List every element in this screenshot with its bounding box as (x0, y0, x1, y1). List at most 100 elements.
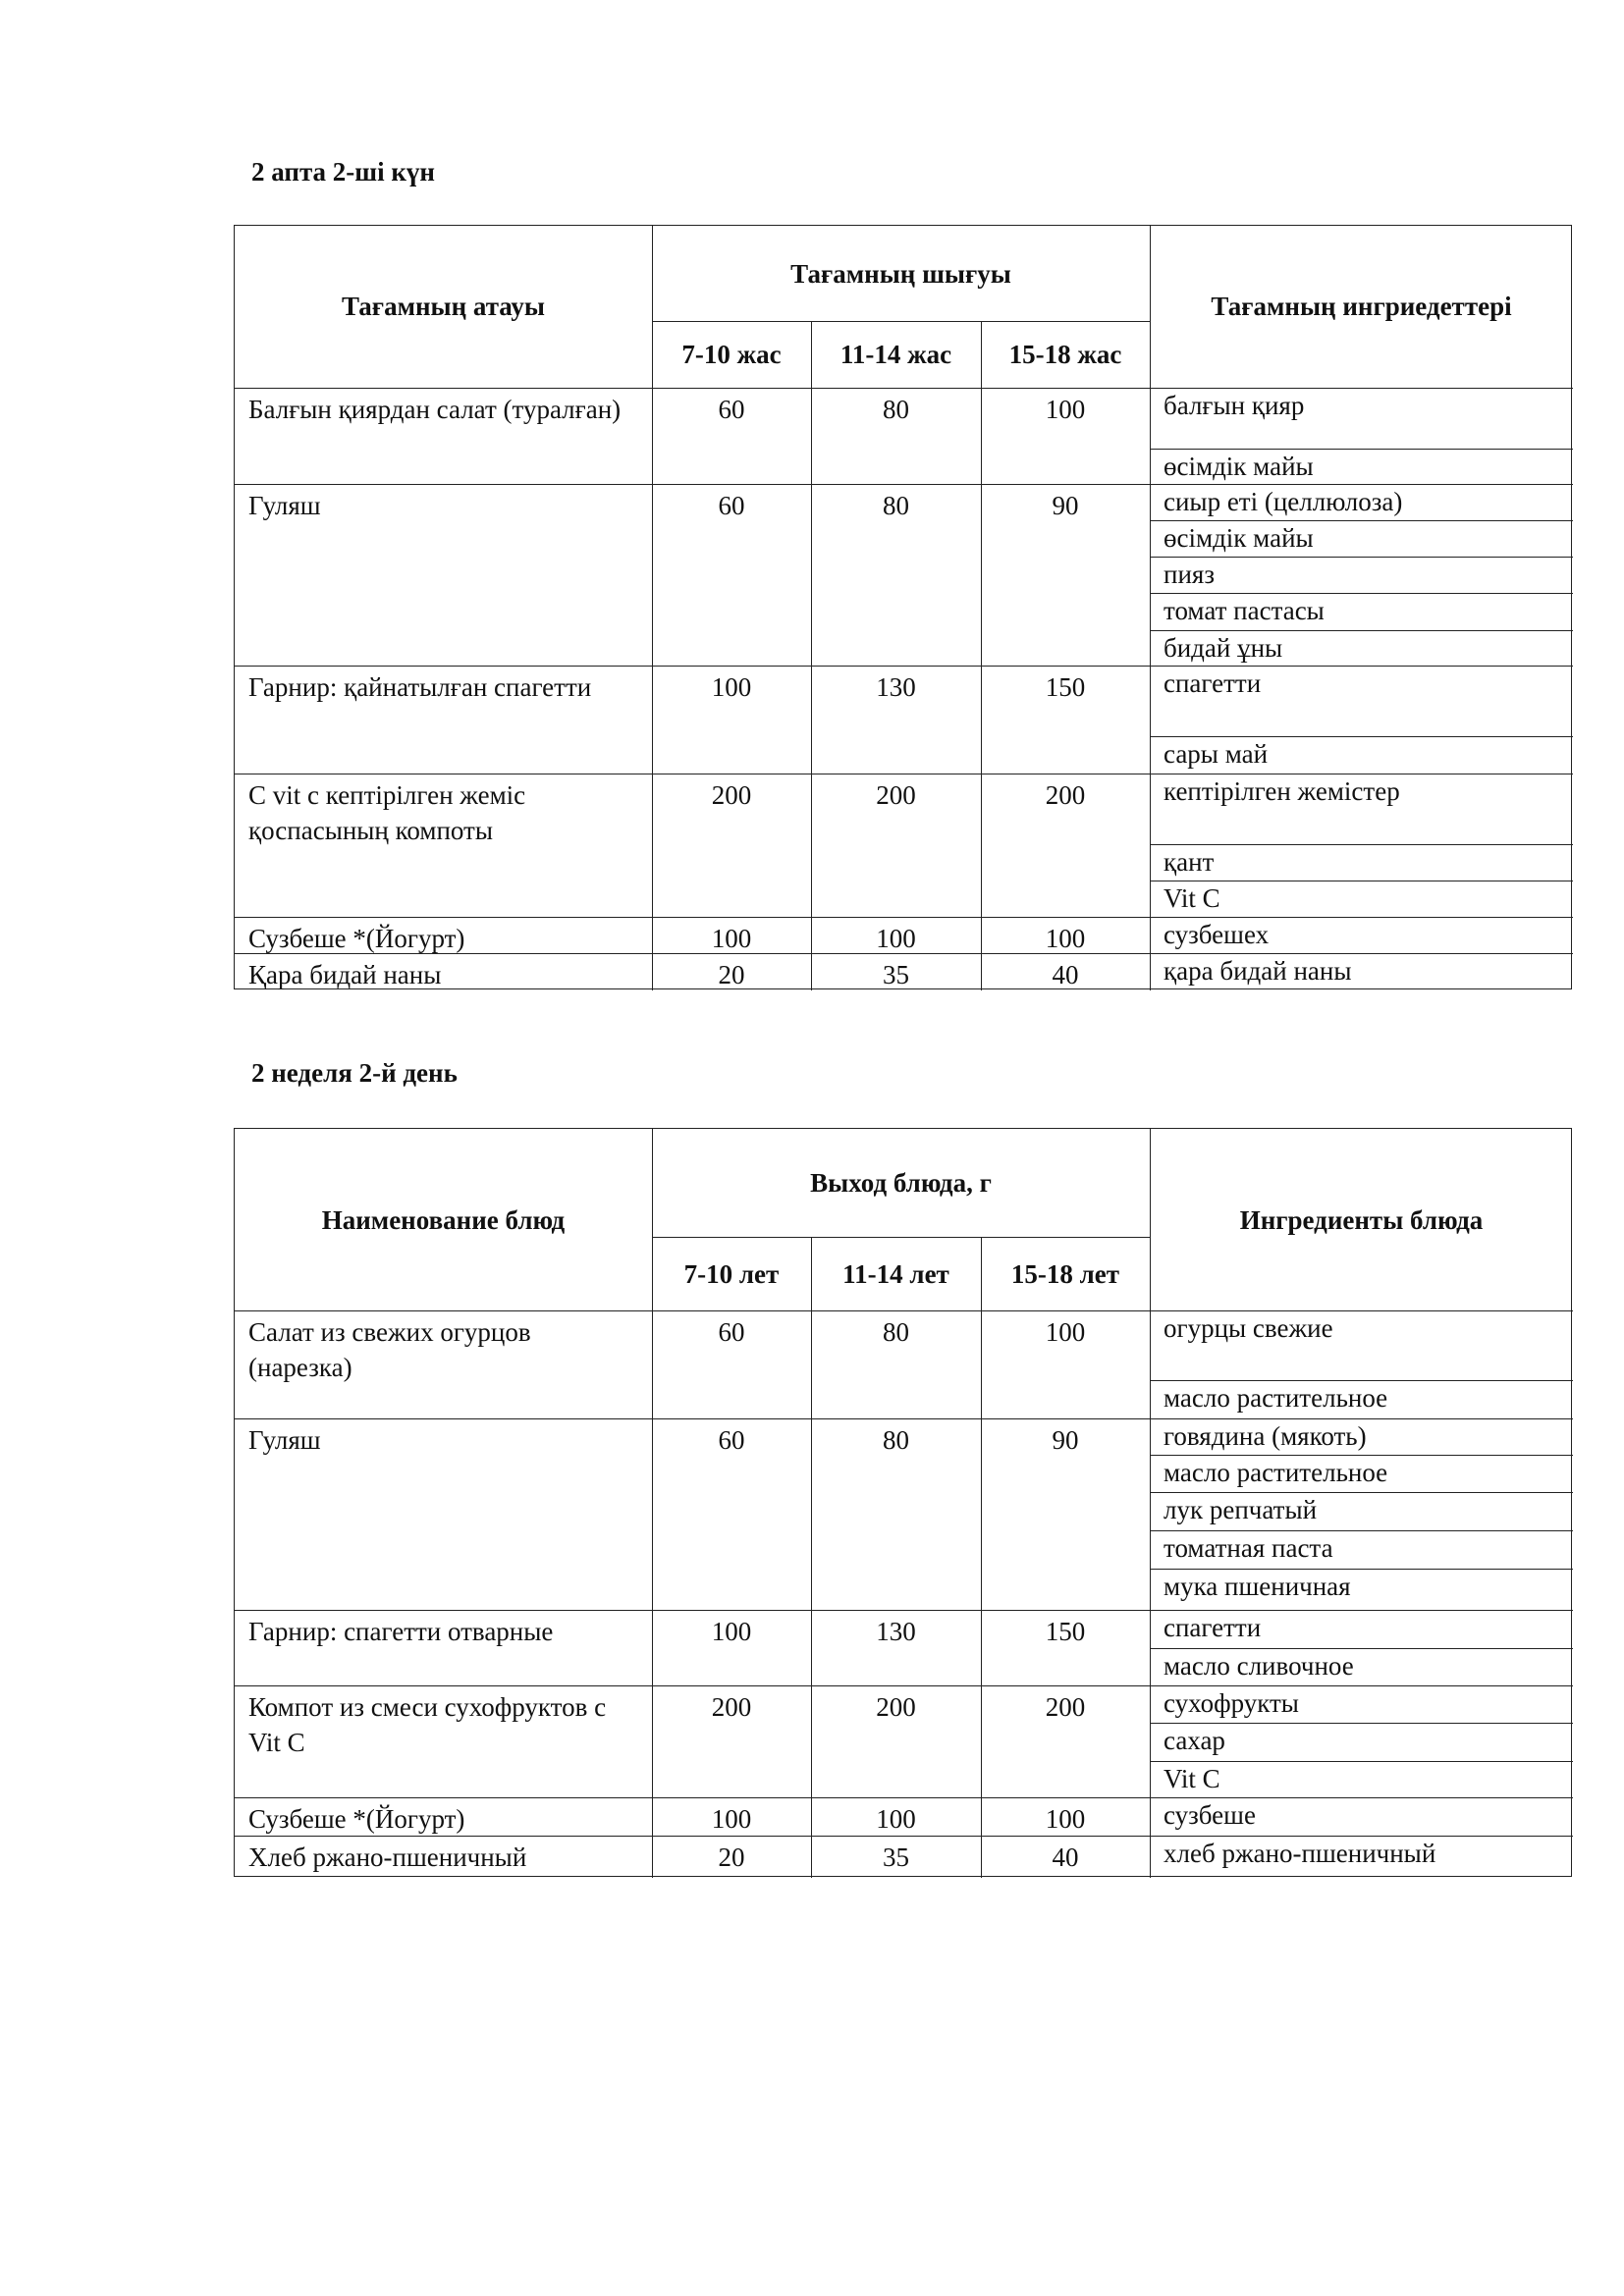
ingredient-divider (1150, 557, 1573, 558)
ingredient: Vit C (1164, 883, 1220, 913)
dish-yield-value: 35 (883, 960, 909, 989)
dish-yield-value: 80 (883, 491, 909, 520)
ingredient: сузбешех (1164, 920, 1270, 949)
dish-name: Гарнир: спагетти отварные (248, 1617, 554, 1646)
ingredient-divider (1150, 736, 1573, 737)
ingredient: Vit C (1164, 1764, 1220, 1793)
ingredient: сухофрукты (1164, 1688, 1299, 1718)
ingredient: пияз (1164, 560, 1215, 589)
header-ingredients: Тағамның ингриедеттері (1211, 292, 1512, 321)
dish-yield-value: 20 (718, 960, 745, 989)
header-age-0: 7-10 лет (683, 1258, 780, 1289)
column-divider (1150, 226, 1151, 990)
header-dish-name: Тағамның атауы (341, 292, 546, 321)
dish-yield-value: 130 (876, 1617, 916, 1646)
dish-yield-value: 200 (876, 1692, 916, 1722)
dish-yield-value: 130 (876, 672, 916, 702)
row-divider (235, 484, 1573, 485)
dish-yield-value: 100 (876, 924, 916, 953)
dish-name: С vit с кептірілген жеміс қоспасының ком… (248, 780, 526, 845)
row-divider (235, 1310, 1573, 1311)
dish-yield-value: 90 (1052, 491, 1079, 520)
column-divider (981, 321, 982, 990)
ingredient: өсімдік майы (1164, 452, 1314, 481)
dish-name: Сузбеше *(Йогурт) (248, 1804, 465, 1834)
dish-yield-value: 20 (718, 1842, 745, 1872)
ingredient-divider (1150, 1380, 1573, 1381)
dish-yield-value: 80 (883, 1317, 909, 1347)
ingredient: лук репчатый (1164, 1495, 1318, 1524)
ingredient: масло растительное (1164, 1383, 1388, 1413)
ingredient-divider (1150, 1761, 1573, 1762)
ingredient-divider (1150, 1648, 1573, 1649)
header-age-2: 15-18 лет (1010, 1258, 1120, 1289)
row-divider (235, 1685, 1573, 1686)
dish-yield-value: 200 (711, 780, 752, 810)
row-divider (235, 1610, 1573, 1611)
dish-yield-value: 100 (1045, 924, 1086, 953)
dish-yield-value: 100 (711, 1804, 752, 1834)
ingredient-divider (1150, 1455, 1573, 1456)
dish-yield-value: 40 (1052, 1842, 1079, 1872)
dish-name: Компот из смеси сухофруктов с Vit C (248, 1692, 607, 1757)
dish-yield-value: 90 (1052, 1425, 1079, 1455)
dish-name: Сузбеше *(Йогурт) (248, 924, 465, 953)
ingredient-divider (1150, 593, 1573, 594)
ingredient-divider (1150, 1569, 1573, 1570)
header-age-2: 15-18 жас (1008, 339, 1122, 369)
dish-yield-value: 100 (711, 924, 752, 953)
ingredient: сиыр еті (целлюлоза) (1164, 487, 1403, 516)
ingredient-divider (1150, 520, 1573, 521)
ingredient: спагетти (1164, 668, 1262, 698)
ingredient: қант (1164, 847, 1215, 877)
dish-yield-value: 60 (718, 1425, 745, 1455)
row-divider (235, 953, 1573, 954)
row-divider (235, 1836, 1573, 1837)
ingredient: балғын қияр (1164, 391, 1305, 420)
ingredient-divider (1150, 1492, 1573, 1493)
ingredient: томат пастасы (1164, 596, 1325, 625)
dish-yield-value: 100 (1045, 1317, 1086, 1347)
ingredient: қара бидай наны (1164, 956, 1352, 986)
dish-yield-value: 60 (718, 395, 745, 424)
ingredient: сары май (1164, 739, 1269, 769)
column-divider (1150, 1129, 1151, 1878)
row-divider (235, 388, 1573, 389)
ingredient-divider (1150, 449, 1573, 450)
header-age-1: 11-14 жас (839, 339, 952, 369)
row-divider (235, 1418, 1573, 1419)
row-divider (235, 666, 1573, 667)
header-divider (652, 321, 1150, 322)
dish-yield-value: 60 (718, 491, 745, 520)
dish-name: Гуляш (248, 491, 321, 520)
header-dish-name: Наименование блюд (321, 1204, 566, 1235)
section-title: 2 неделя 2-й день (251, 1058, 458, 1088)
column-divider (652, 1129, 653, 1878)
ingredient: бидай ұны (1164, 633, 1283, 663)
dish-yield-value: 80 (883, 1425, 909, 1455)
ingredient-divider (1150, 1530, 1573, 1531)
dish-yield-value: 100 (1045, 395, 1086, 424)
ingredient: масло сливочное (1164, 1651, 1354, 1681)
column-divider (811, 321, 812, 990)
header-yield: Тағамның шығуы (790, 258, 1011, 289)
ingredient-divider (1150, 630, 1573, 631)
header-ingredients: Ингредиенты блюда (1239, 1204, 1484, 1235)
ingredient: мука пшеничная (1164, 1572, 1351, 1601)
ingredient: өсімдік майы (1164, 523, 1314, 553)
row-divider (235, 1797, 1573, 1798)
ingredient-divider (1150, 844, 1573, 845)
dish-name: Балғын қиярдан салат (туралған) (248, 395, 622, 424)
menu-table: Тағамның атауы Тағамның шығуы Тағамның инг… (234, 225, 1573, 990)
ingredient: масло растительное (1164, 1458, 1388, 1487)
ingredient-divider (1150, 1723, 1573, 1724)
dish-yield-value: 100 (711, 1617, 752, 1646)
ingredient: томатная паста (1164, 1533, 1333, 1563)
dish-name: Қара бидай наны (248, 960, 442, 989)
dish-yield-value: 100 (1045, 1804, 1086, 1834)
dish-name: Гуляш (248, 1425, 321, 1455)
ingredient: огурцы свежие (1164, 1313, 1333, 1343)
ingredient: спагетти (1164, 1613, 1262, 1642)
column-divider (811, 1237, 812, 1878)
